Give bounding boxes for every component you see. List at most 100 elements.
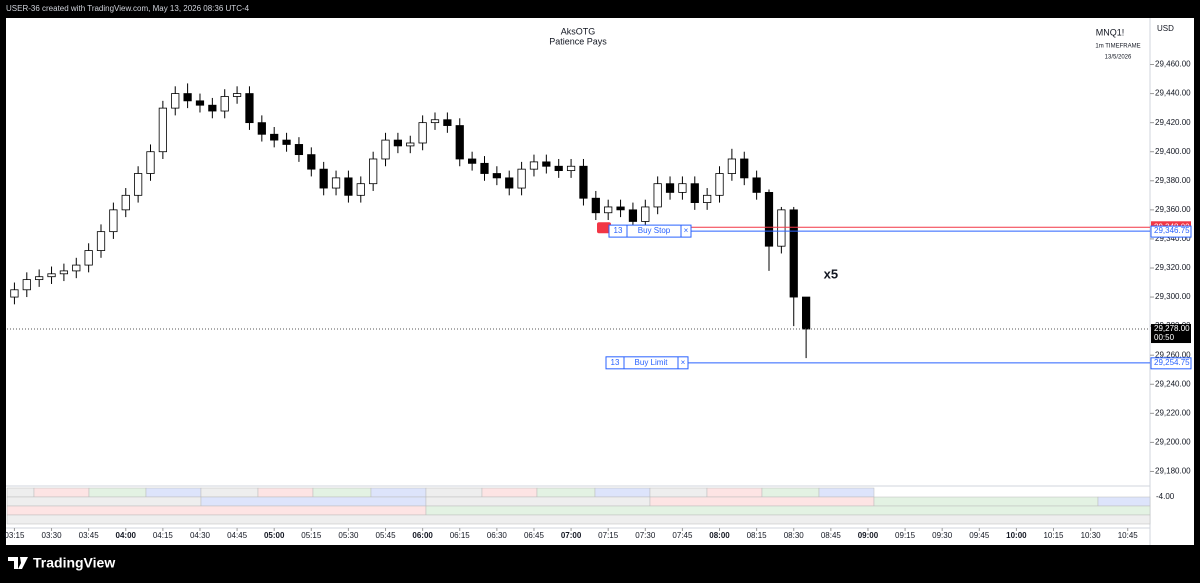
candle-body bbox=[678, 183, 687, 193]
candle-body bbox=[257, 122, 266, 135]
order-price-label: 29,254.75 bbox=[1154, 358, 1190, 367]
order-tag[interactable] bbox=[608, 224, 692, 238]
candle-body bbox=[418, 122, 427, 144]
x-tick-label: 07:45 bbox=[672, 531, 693, 540]
order-cancel[interactable]: × bbox=[684, 226, 689, 235]
candle-body bbox=[566, 165, 576, 172]
x-tick-label: 08:15 bbox=[747, 531, 768, 540]
order-cancel[interactable]: × bbox=[681, 358, 686, 367]
session-box bbox=[1097, 496, 1151, 507]
candle-body bbox=[356, 183, 365, 196]
x-tick-label: 04:15 bbox=[153, 531, 174, 540]
x-tick-label: 06:45 bbox=[524, 531, 545, 540]
x-tick-label: 10:15 bbox=[1043, 531, 1064, 540]
y-tick-label: 29,200.00 bbox=[1155, 438, 1191, 447]
candle-body bbox=[801, 296, 811, 330]
x-tick-label: 08:30 bbox=[784, 531, 805, 540]
candle-body bbox=[604, 206, 613, 214]
x-tick-label: 09:45 bbox=[969, 531, 990, 540]
candle-body bbox=[653, 183, 662, 208]
x-tick-label: 06:15 bbox=[450, 531, 471, 540]
candle-body bbox=[690, 183, 699, 203]
brand-logo bbox=[8, 557, 28, 569]
x-tick-label: 09:00 bbox=[858, 531, 879, 540]
indicator-label: -4.00 bbox=[1156, 492, 1175, 501]
x-tick-label: 04:00 bbox=[116, 531, 137, 540]
candle-body bbox=[96, 231, 106, 251]
candle-body bbox=[369, 158, 378, 185]
session-box bbox=[370, 487, 427, 498]
chart-frame bbox=[6, 18, 1194, 545]
session-box bbox=[6, 496, 202, 507]
session-box bbox=[200, 487, 259, 498]
candle-body bbox=[245, 93, 254, 124]
x-tick-label: 05:45 bbox=[376, 531, 397, 540]
candle-body bbox=[307, 154, 316, 170]
session-box bbox=[536, 487, 596, 498]
session-box bbox=[145, 487, 202, 498]
x-tick-label: 06:00 bbox=[412, 531, 433, 540]
candle-body bbox=[616, 206, 625, 211]
candle-body bbox=[554, 165, 563, 172]
session-box bbox=[481, 487, 538, 498]
session-box bbox=[649, 496, 875, 507]
candle-body bbox=[455, 125, 464, 160]
x-tick-label: 08:00 bbox=[709, 531, 730, 540]
candle-body bbox=[158, 107, 167, 153]
session-box bbox=[88, 487, 147, 498]
candle-body bbox=[183, 93, 192, 102]
candle-body bbox=[641, 206, 650, 222]
candle-body bbox=[72, 264, 81, 272]
candle-body bbox=[529, 161, 539, 170]
candle-body bbox=[232, 93, 242, 97]
position-tag bbox=[597, 222, 611, 234]
candle-body bbox=[35, 276, 44, 281]
candle-body bbox=[10, 289, 19, 298]
session-box bbox=[6, 505, 427, 516]
session-box bbox=[425, 496, 651, 507]
y-tick-label: 29,300.00 bbox=[1155, 292, 1191, 301]
candle-body bbox=[665, 183, 675, 193]
session-box bbox=[649, 487, 708, 498]
y-tick-label: 29,460.00 bbox=[1155, 60, 1191, 69]
candle-body bbox=[752, 177, 761, 193]
candle-body bbox=[84, 250, 93, 266]
session-box bbox=[425, 505, 1151, 516]
order-price-box bbox=[1150, 357, 1192, 370]
currency: USD bbox=[1157, 24, 1174, 33]
candle-body bbox=[406, 142, 415, 147]
candle-body bbox=[393, 139, 403, 147]
y-tick-label: 29,360.00 bbox=[1155, 205, 1191, 214]
watermark: USER-36 created with TradingView.com, Ma… bbox=[6, 4, 250, 13]
x-tick-label: 03:15 bbox=[4, 531, 25, 540]
y-tick-label: 29,240.00 bbox=[1155, 379, 1191, 388]
x-tick-label: 07:00 bbox=[561, 531, 582, 540]
x-tick-label: 03:45 bbox=[79, 531, 100, 540]
x-tick-label: 07:30 bbox=[635, 531, 656, 540]
candle-body bbox=[195, 100, 205, 106]
candle-body bbox=[789, 209, 798, 298]
x-tick-label: 05:00 bbox=[264, 531, 285, 540]
candle-body bbox=[331, 177, 341, 189]
order-qty: 13 bbox=[614, 226, 623, 235]
candle-body bbox=[703, 194, 712, 203]
x-tick-label: 07:15 bbox=[598, 531, 619, 540]
last-price-box bbox=[1151, 324, 1191, 344]
session-box bbox=[706, 487, 763, 498]
candle-body bbox=[208, 104, 217, 112]
candle-body bbox=[22, 279, 31, 291]
last-price-label: 29,278.00 bbox=[1154, 324, 1190, 333]
candle-body bbox=[134, 173, 143, 196]
indicator-pane: -4.00 bbox=[6, 487, 1175, 525]
session-box bbox=[425, 487, 483, 498]
y-tick-label: 29,420.00 bbox=[1155, 118, 1191, 127]
candle-body bbox=[270, 133, 279, 141]
candle-body bbox=[715, 173, 724, 196]
order-tag[interactable] bbox=[605, 356, 689, 370]
candle-body bbox=[381, 139, 390, 160]
x-tick-label: 04:45 bbox=[227, 531, 248, 540]
brand: TradingView bbox=[8, 555, 115, 571]
y-tick-label: 29,220.00 bbox=[1155, 408, 1191, 417]
y-tick-label: 29,340.00 bbox=[1155, 234, 1191, 243]
